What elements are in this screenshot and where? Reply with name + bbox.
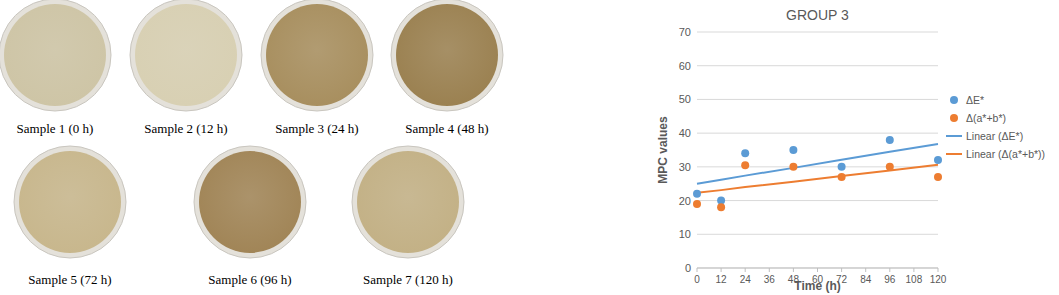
y-axis-label: MPC values [656, 116, 670, 184]
data-point [838, 163, 846, 171]
grid-line [697, 166, 938, 167]
data-point [789, 146, 797, 154]
sample-rim [0, 0, 111, 111]
sample-label: Sample 5 (72 h) [28, 272, 111, 287]
figure: Sample 1 (0 h) Sample 2 (12 h) Sample 3 (2… [0, 0, 1059, 295]
sample-photo [19, 151, 121, 253]
sample-rim [14, 146, 126, 258]
legend-swatch [946, 153, 962, 155]
grid-line [697, 234, 938, 235]
x-tick [938, 268, 939, 272]
legend-label: Linear (ΔE*) [966, 130, 1023, 142]
data-point [717, 203, 725, 211]
y-tick-label: 30 [679, 161, 691, 173]
x-tick [697, 268, 698, 272]
x-tick-label: 36 [764, 274, 776, 285]
x-tick [721, 268, 722, 272]
grid-line [697, 65, 938, 66]
data-point [741, 149, 749, 157]
data-point [934, 173, 942, 181]
legend-label: Δ(a*+b*) [966, 112, 1006, 124]
legend: ΔE* Δ(a*+b*) Linear (ΔE*) Linear (Δ(a*+b*)) [946, 94, 1045, 160]
data-point [693, 190, 701, 198]
x-tick-label: 0 [694, 274, 700, 285]
legend-swatch [950, 114, 958, 122]
sample-rim [130, 0, 242, 111]
chart-title: GROUP 3 [786, 7, 849, 23]
sample-label: Sample 3 (24 h) [275, 121, 358, 136]
x-axis-label: Time (h) [794, 279, 840, 293]
grid-line [697, 200, 938, 201]
sample-photos: Sample 1 (0 h) Sample 2 (12 h) Sample 3 (2… [0, 0, 503, 287]
y-tick-label: 70 [679, 26, 691, 38]
sample-photo [135, 4, 237, 106]
x-tick-label: 108 [906, 274, 923, 285]
x-tick [769, 268, 770, 272]
sample-label: Sample 4 (48 h) [405, 121, 488, 136]
sample-label: Sample 6 (96 h) [208, 272, 291, 287]
y-tick-label: 40 [679, 127, 691, 139]
x-tick [865, 268, 866, 272]
x-tick [913, 268, 914, 272]
data-point [886, 136, 894, 144]
x-tick [817, 268, 818, 272]
sample-rim [261, 0, 373, 111]
data-point [789, 163, 797, 171]
sample-photo [357, 151, 459, 253]
sample-rim [194, 146, 306, 258]
x-tick [793, 268, 794, 272]
grid-line [697, 133, 938, 134]
trend-line [697, 165, 938, 193]
x-tick [841, 268, 842, 272]
data-point [934, 156, 942, 164]
legend-swatch [946, 135, 962, 137]
x-tick [889, 268, 890, 272]
x-tick-label: 12 [716, 274, 728, 285]
plot-data [693, 136, 942, 211]
y-tick-label: 60 [679, 60, 691, 72]
sample-photo [199, 151, 301, 253]
y-tick-label: 20 [679, 195, 691, 207]
legend-label: Linear (Δ(a*+b*)) [966, 148, 1045, 160]
grid-line [697, 99, 938, 100]
legend-label: ΔE* [966, 94, 984, 106]
sample-photo [266, 4, 368, 106]
data-point [886, 163, 894, 171]
y-tick-label: 50 [679, 93, 691, 105]
x-tick-label: 120 [930, 274, 947, 285]
sample-label: Sample 2 (12 h) [144, 121, 227, 136]
chart: GROUP 3010203040506070012243648607284961… [656, 7, 1045, 293]
sample-rim [352, 146, 464, 258]
x-tick-label: 24 [740, 274, 752, 285]
legend-swatch [950, 96, 958, 104]
sample-photo [396, 4, 498, 106]
sample-rim [391, 0, 503, 111]
trend-line [697, 144, 938, 184]
grid-line [697, 32, 938, 33]
data-point [693, 200, 701, 208]
x-tick-label: 84 [860, 274, 872, 285]
y-tick-label: 0 [685, 262, 691, 274]
sample-label: Sample 1 (0 h) [17, 121, 94, 136]
sample-label: Sample 7 (120 h) [363, 272, 453, 287]
x-tick-label: 96 [884, 274, 896, 285]
y-tick-label: 10 [679, 228, 691, 240]
data-point [838, 173, 846, 181]
sample-photo [4, 4, 106, 106]
data-point [741, 161, 749, 169]
x-tick [745, 268, 746, 272]
